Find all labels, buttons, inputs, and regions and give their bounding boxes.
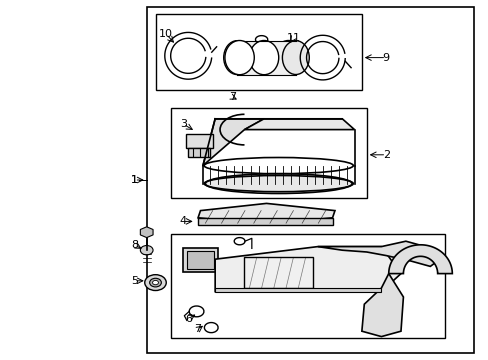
Polygon shape [215, 247, 400, 292]
Polygon shape [244, 119, 354, 130]
Polygon shape [317, 241, 439, 266]
Bar [171, 108, 366, 198]
Text: 11: 11 [286, 33, 300, 43]
Text: 10: 10 [159, 29, 173, 39]
FancyBboxPatch shape [237, 41, 295, 75]
Text: 3: 3 [180, 119, 186, 129]
Polygon shape [198, 203, 334, 224]
Polygon shape [183, 248, 217, 272]
Text: 4: 4 [180, 216, 186, 226]
Text: 2: 2 [382, 150, 389, 160]
Bar [156, 14, 361, 90]
Text: 1: 1 [131, 175, 138, 185]
Circle shape [152, 280, 158, 285]
Ellipse shape [224, 40, 254, 75]
Text: 6: 6 [184, 314, 191, 324]
Ellipse shape [249, 40, 278, 75]
Text: 7: 7 [194, 324, 201, 334]
Text: 7: 7 [228, 92, 235, 102]
Text: 1: 1 [131, 175, 138, 185]
Ellipse shape [282, 41, 308, 75]
Bar [186, 251, 214, 269]
Ellipse shape [273, 40, 303, 75]
Bar [185, 134, 212, 148]
Polygon shape [361, 274, 403, 337]
Polygon shape [388, 245, 451, 274]
Polygon shape [203, 119, 264, 166]
Text: 5: 5 [131, 276, 138, 286]
Text: 9: 9 [382, 53, 389, 63]
Bar [146, 7, 473, 353]
Polygon shape [215, 288, 381, 292]
Ellipse shape [223, 41, 250, 75]
Circle shape [149, 278, 161, 287]
Text: 8: 8 [131, 240, 138, 250]
Bar [171, 234, 444, 338]
Ellipse shape [205, 174, 351, 194]
Polygon shape [244, 257, 312, 288]
Circle shape [144, 275, 166, 291]
Circle shape [140, 246, 153, 255]
Polygon shape [198, 218, 332, 225]
Bar [188, 148, 210, 157]
